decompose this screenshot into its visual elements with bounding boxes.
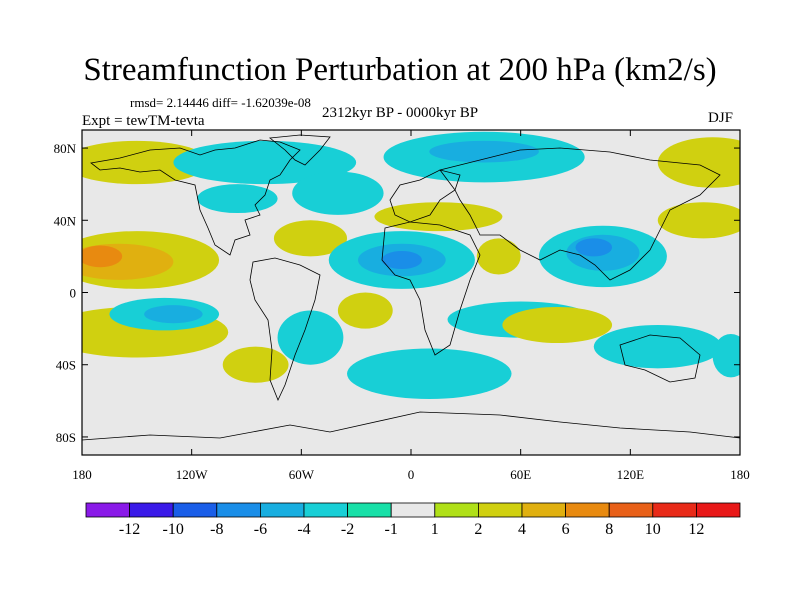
coastline-north-america [90, 139, 301, 256]
anomaly-s-pacific-trough-core [144, 305, 203, 324]
colorbar-label: -12 [119, 521, 140, 538]
colorbar-swatch [172, 502, 218, 518]
x-tick-label: 120E [617, 467, 645, 482]
colorbar-label: 10 [645, 521, 661, 538]
x-tick-label: 180 [730, 467, 750, 482]
colorbar-label: 6 [562, 521, 570, 538]
coastline-south-america [249, 257, 321, 402]
colorbar-swatch [565, 502, 610, 518]
colorbar-swatch [521, 502, 566, 518]
anomaly-s-america [277, 310, 344, 365]
anomaly-s-atlantic [337, 292, 393, 329]
anomaly-n-america-arctic [173, 140, 357, 185]
anomaly-n-america-south [197, 184, 278, 214]
colorbar-label: 1 [431, 521, 439, 538]
anomaly-australia [593, 325, 722, 369]
coastline-greenland [268, 134, 331, 166]
season-label: DJF [708, 110, 734, 126]
anomaly-asia-core [575, 238, 613, 257]
colorbar-label: 12 [688, 521, 704, 538]
x-tick-label: 60E [510, 467, 531, 482]
colorbar-swatch [652, 502, 697, 518]
colorbar-swatch [303, 502, 348, 518]
colorbar-label: 2 [474, 521, 482, 538]
x-tick-label: 180 [72, 467, 92, 482]
colorbar-swatch [390, 502, 436, 518]
colorbar-label: 8 [605, 521, 613, 538]
colorbar-label: -6 [254, 521, 267, 538]
y-tick-label: 0 [70, 286, 77, 301]
anomaly-s-atlantic-south [347, 348, 512, 400]
anomaly-arabia [476, 238, 521, 275]
stats-text: rmsd= 2.14446 diff= -1.62039e-08 [130, 95, 311, 110]
colorbar-swatch [608, 502, 654, 518]
colorbar-swatch [434, 502, 479, 518]
colorbar-label: -8 [210, 521, 223, 538]
colorbar-label: -1 [385, 521, 398, 538]
colorbar-swatch [129, 502, 174, 518]
colorbar-label: 4 [518, 521, 526, 538]
colorbar-swatch [347, 502, 392, 518]
y-tick-label: 40S [56, 358, 76, 373]
coastline-asia [439, 147, 721, 281]
colorbar-swatch [477, 502, 523, 518]
anomaly-n-pacific-arctic [82, 140, 210, 185]
y-tick-label: 80N [54, 141, 77, 156]
anomaly-caribbean [273, 220, 348, 257]
period-label: 2312kyr BP - 0000kyr BP [322, 105, 479, 121]
anomaly-s-pacific-west [712, 334, 740, 378]
coastline-antarctica [82, 411, 740, 441]
y-tick-label: 80S [56, 430, 76, 445]
colorbar-label: -10 [163, 521, 184, 538]
anomaly-indian-ocean [502, 306, 613, 344]
anomaly-africa-north-core [381, 250, 422, 270]
experiment-label: Expt = tewTM-tevta [82, 113, 205, 129]
colorbar-label: -4 [297, 521, 310, 538]
colorbar-swatch [85, 502, 130, 518]
x-tick-label: 120W [176, 467, 209, 482]
anomaly-n-atlantic [292, 171, 384, 215]
coastline-australia [619, 334, 701, 383]
x-tick-label: 0 [408, 467, 415, 482]
anomaly-europe-arctic-core [429, 140, 539, 163]
chart-title: Streamfunction Perturbation at 200 hPa (… [83, 52, 717, 88]
anomaly-w-pacific-40n [657, 202, 740, 239]
colorbar-swatch [696, 502, 741, 518]
anomaly-s-pacific-east [222, 346, 289, 383]
anomaly-n-pacific-band-core [82, 245, 123, 268]
y-tick-label: 40N [54, 213, 77, 228]
coastline-africa [381, 221, 481, 356]
colorbar-swatch [259, 502, 305, 518]
x-tick-label: 60W [289, 467, 315, 482]
anomaly-europe-south [374, 202, 503, 232]
colorbar-swatch [216, 502, 261, 518]
colorbar-label: -2 [341, 521, 354, 538]
